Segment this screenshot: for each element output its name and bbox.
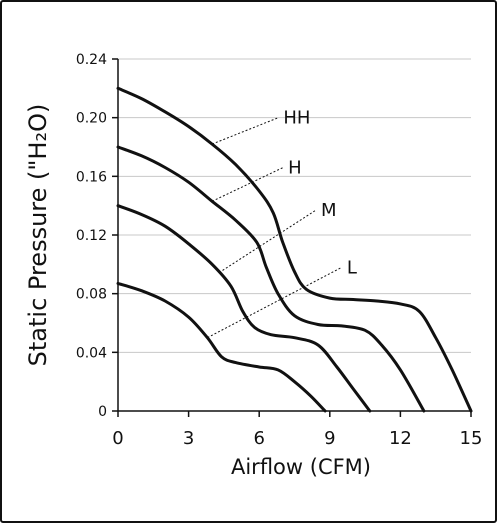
x-tick-label: 12: [389, 428, 412, 449]
annotation-label-m: M: [321, 200, 337, 221]
y-axis-title: Static Pressure ("H₂O): [24, 104, 52, 367]
annotation-leader: [211, 117, 279, 145]
tick-marks: 0 0.04 0.08 0.12 0.16 0.20 0.24 0 3 6 9 12 15: [76, 52, 483, 449]
series-curves: [116, 86, 473, 413]
y-tick-label: 0.20: [76, 111, 107, 127]
y-tick-label: 0: [98, 404, 107, 420]
y-tick-label: 0.08: [76, 287, 107, 303]
annotation-label-l: L: [347, 257, 357, 278]
annotation-label-hh: HH: [283, 108, 310, 129]
y-tick-label: 0.12: [76, 228, 107, 244]
series-curve-m: [116, 204, 372, 413]
y-tick-label: 0.24: [76, 52, 107, 68]
y-tick-label: 0.04: [76, 345, 107, 361]
series-curve-h: [116, 145, 426, 413]
annotation-label-h: H: [288, 158, 302, 179]
x-tick-label: 15: [460, 428, 483, 449]
x-tick-label: 0: [112, 428, 123, 449]
grid-lines: [118, 58, 471, 353]
annotation-leader: [218, 209, 317, 274]
series-curve-l: [116, 281, 327, 413]
x-tick-label: 6: [253, 428, 264, 449]
annotation-leader: [207, 266, 343, 339]
x-tick-label: 9: [324, 428, 335, 449]
x-axis-title: Airflow (CFM): [231, 455, 371, 479]
annotation-leader: [211, 167, 284, 202]
y-tick-label: 0.16: [76, 169, 107, 185]
series-curve-hh: [116, 86, 473, 413]
x-tick-label: 3: [183, 428, 194, 449]
